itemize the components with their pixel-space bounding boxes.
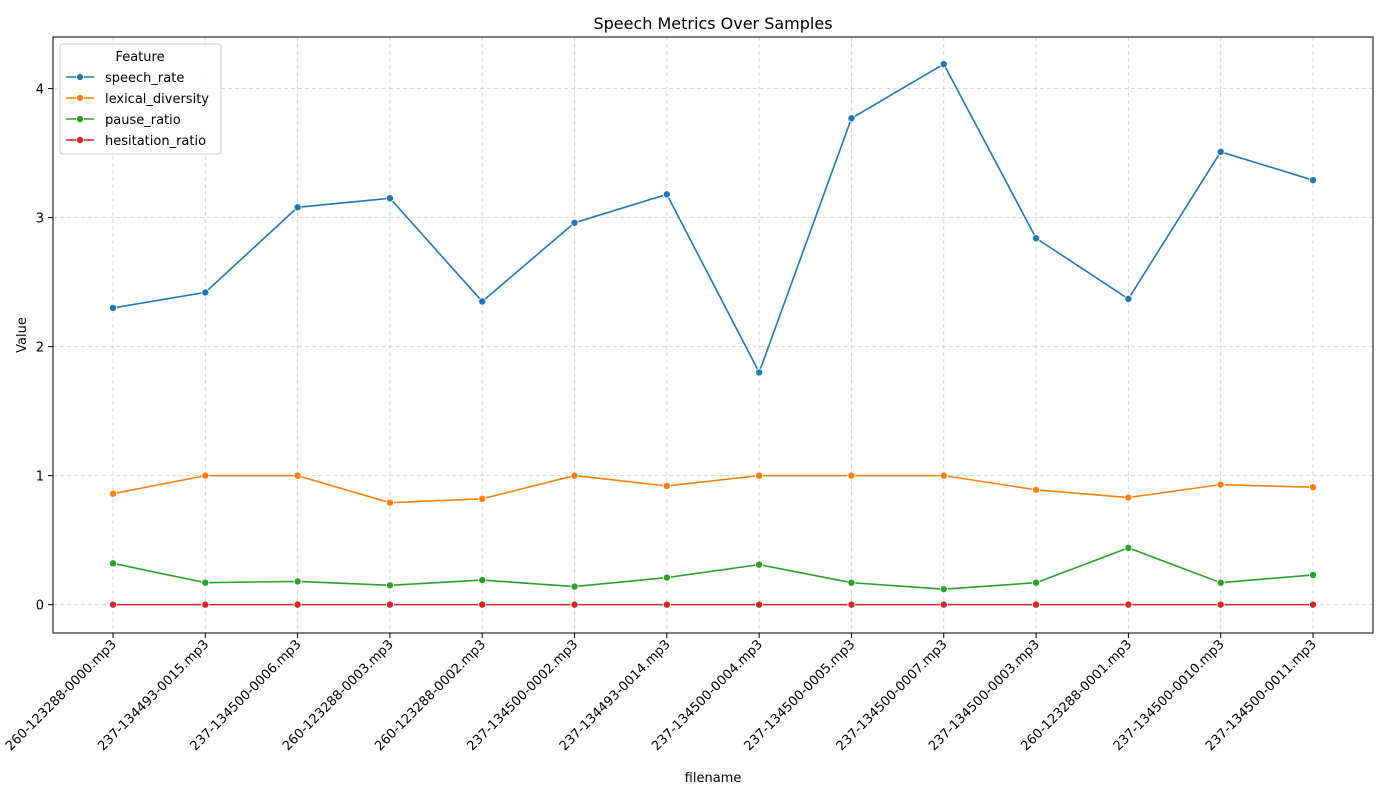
data-point [293,471,302,480]
data-point [847,114,856,123]
data-point [1124,294,1133,303]
data-point [939,585,948,594]
data-point [1216,578,1225,587]
y-tick-label: 3 [36,212,44,227]
legend-swatch-marker [76,135,85,144]
data-point [662,481,671,490]
data-point [1309,483,1318,492]
data-point [201,578,210,587]
chart-title: Speech Metrics Over Samples [593,14,832,33]
legend-item-lexical_diversity: lexical_diversity [66,92,209,107]
data-point [847,600,856,609]
legend-item-speech_rate: speech_rate [66,71,184,86]
grid [53,37,1373,633]
data-point [478,494,487,503]
data-point [1032,578,1041,587]
data-point [570,600,579,609]
series-line [112,547,1314,590]
series-lines [109,60,1318,609]
legend-label: hesitation_ratio [105,134,206,149]
data-point [201,288,210,297]
axis-ticks: 260-123288-0000.mp3237-134493-0015.mp323… [3,83,1320,754]
legend: Feature speech_rate lexical_diversitypaus… [59,43,222,155]
data-point [201,471,210,480]
data-point [570,582,579,591]
data-point [478,576,487,585]
data-point [1032,234,1041,243]
data-point [385,581,394,590]
legend-swatch-marker [76,94,85,103]
data-point [1124,600,1133,609]
data-point [755,471,764,480]
data-point [1216,600,1225,609]
legend-item-pause_ratio: pause_ratio [66,113,181,128]
data-point [939,471,948,480]
data-point [478,600,487,609]
data-point [570,218,579,227]
y-axis-label: Value [15,317,30,353]
data-point [570,471,579,480]
data-point [1032,600,1041,609]
series-line [112,62,1314,375]
data-point [1216,147,1225,156]
data-point [755,560,764,569]
data-point [662,573,671,582]
data-point [847,471,856,480]
data-point [1309,570,1318,579]
data-point [939,600,948,609]
data-point [109,303,118,312]
data-point [478,297,487,306]
data-point [1216,480,1225,489]
data-point [109,559,118,568]
plot-area [52,36,1374,634]
legend-label: speech_rate [105,71,184,86]
series-pause_ratio [109,543,1318,594]
data-point [293,203,302,212]
data-point [385,498,394,507]
legend-item-hesitation_ratio: hesitation_ratio [66,134,206,149]
data-point [1124,493,1133,502]
legend-label: lexical_diversity [105,92,209,107]
data-point [847,578,856,587]
legend-title: Feature [115,50,164,65]
data-point [385,600,394,609]
y-tick-label: 2 [36,341,44,356]
data-point [662,600,671,609]
legend-swatch-marker [76,73,85,82]
legend-box [59,43,222,155]
data-point [755,600,764,609]
data-point [109,600,118,609]
data-point [755,368,764,377]
series-lexical_diversity [109,471,1318,507]
data-point [109,489,118,498]
data-point [1309,176,1318,185]
x-axis-label: filename [685,771,742,786]
data-point [939,60,948,69]
data-point [201,600,210,609]
data-point [293,600,302,609]
legend-items: speech_rate lexical_diversity pause_ratioh… [66,71,209,149]
y-tick-label: 4 [36,83,44,98]
data-point [662,190,671,199]
y-tick-label: 1 [36,470,44,485]
series-speech_rate [109,60,1318,377]
y-tick-label: 0 [36,599,44,614]
data-point [1032,485,1041,494]
series-hesitation_ratio [109,600,1318,609]
data-point [385,194,394,203]
data-point [1309,600,1318,609]
data-point [293,577,302,586]
series-line [112,474,1314,504]
data-point [1124,543,1133,552]
legend-swatch-marker [76,115,85,124]
legend-label: pause_ratio [105,113,181,128]
